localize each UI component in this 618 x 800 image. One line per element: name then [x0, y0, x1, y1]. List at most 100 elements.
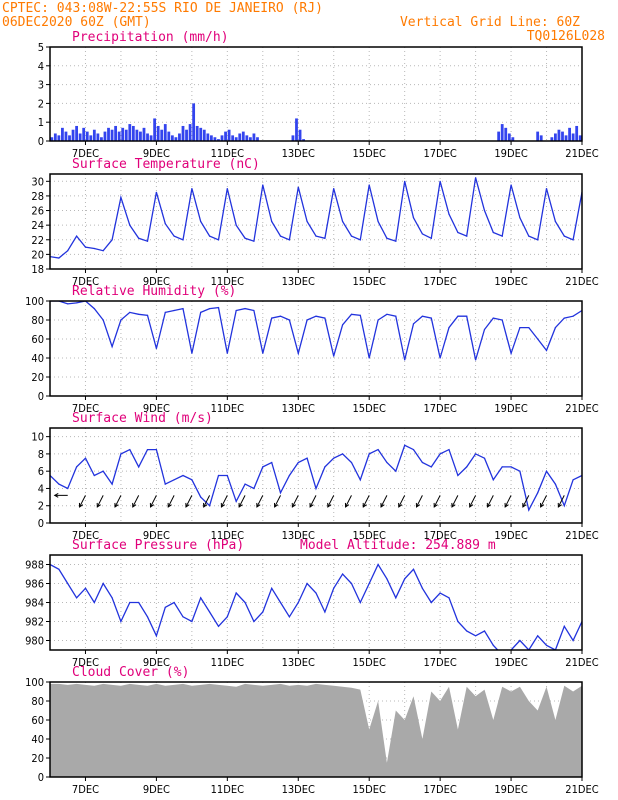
- wind-arrow-head: [203, 502, 208, 508]
- precip-bar: [57, 135, 61, 141]
- precip-xtick-label: 17DEC: [423, 147, 456, 160]
- wind-arrow: [522, 495, 530, 508]
- precip-bar: [139, 131, 142, 141]
- wind-xtick-label: 13DEC: [282, 529, 315, 542]
- precip-bar: [248, 137, 252, 141]
- wind-line: [50, 444, 582, 512]
- pressure-point: [386, 578, 388, 580]
- temp-point: [191, 188, 193, 190]
- wind-point: [102, 470, 104, 472]
- wind-arrow: [557, 495, 565, 508]
- cloud-xtick-label: 9DEC: [143, 783, 170, 796]
- humidity-point: [164, 311, 166, 313]
- humidity-point: [421, 315, 423, 317]
- wind-point: [253, 487, 255, 490]
- pressure-point: [545, 644, 548, 646]
- wind-point: [475, 453, 477, 455]
- humidity-point: [67, 303, 69, 305]
- wind-arrow-head: [309, 502, 314, 508]
- precip-bar: [114, 125, 118, 141]
- precip-bar: [206, 133, 210, 141]
- temp-point: [279, 235, 282, 237]
- temp-point: [138, 237, 140, 239]
- wind-point: [297, 461, 299, 464]
- cloud-xtick-label: 11DEC: [211, 783, 244, 796]
- precip-bar: [149, 135, 153, 141]
- temp-point: [448, 213, 450, 215]
- wind-point: [466, 466, 468, 468]
- wind-point: [545, 470, 548, 472]
- humidity-point: [333, 355, 335, 357]
- precip-bar: [121, 127, 125, 141]
- wind-arrow: [416, 495, 423, 508]
- temp-point: [510, 184, 512, 186]
- precip-bar: [507, 133, 511, 141]
- precip-bar: [89, 135, 93, 141]
- wind-arrow-head: [540, 502, 545, 508]
- cloud-ytick-label: 100: [25, 676, 44, 689]
- wind-ytick-label: 8: [38, 448, 44, 461]
- humidity-title: Relative Humidity (%): [72, 284, 236, 299]
- pressure-ytick-label: 980: [25, 635, 44, 648]
- precip-data: [50, 103, 582, 141]
- cloud-ytick-label: 60: [31, 714, 44, 727]
- precip-bar: [78, 133, 82, 141]
- humidity-point: [448, 327, 450, 329]
- precip-title: Precipitation (mm/h): [72, 30, 229, 45]
- temp-point: [386, 237, 388, 239]
- precip-xtick-label: 11DEC: [211, 147, 244, 160]
- pressure-xtick-label: 17DEC: [423, 656, 456, 669]
- temp-point: [528, 235, 530, 237]
- wind-point: [483, 457, 486, 459]
- wind-point: [554, 483, 557, 485]
- wind-arrow-head: [185, 502, 190, 508]
- wind-ytick-label: 0: [38, 517, 44, 530]
- temp-point: [395, 240, 397, 242]
- humidity-line: [50, 301, 582, 361]
- wind-arrow-head: [149, 502, 155, 508]
- wind-arrow-head: [78, 502, 84, 508]
- pressure-point: [324, 611, 326, 613]
- precip-ytick-label: 0: [38, 135, 44, 148]
- precip-bar: [170, 135, 174, 141]
- wind-arrow: [433, 495, 441, 508]
- temp-data: [50, 177, 582, 259]
- cloud-title: Cloud Cover (%): [72, 665, 189, 680]
- wind-point: [333, 457, 335, 459]
- wind-arrow: [327, 495, 335, 508]
- wind-arrow-head: [167, 502, 172, 508]
- temp-point: [519, 217, 521, 219]
- wind-point: [191, 479, 193, 481]
- humidity-point: [120, 319, 122, 321]
- humidity-xtick-label: 21DEC: [565, 402, 598, 415]
- pressure-point: [333, 587, 335, 589]
- humidity-point: [191, 352, 193, 354]
- humidity-point: [244, 308, 246, 310]
- temp-point: [563, 235, 565, 237]
- pressure-point: [173, 601, 175, 604]
- pressure-point: [244, 601, 246, 604]
- temp-point: [315, 235, 317, 237]
- temp-xtick-label: 15DEC: [353, 275, 386, 288]
- pressure-point: [563, 625, 565, 627]
- wind-arrow: [185, 495, 193, 508]
- wind-arrow: [256, 495, 264, 508]
- wind-arrow: [150, 495, 157, 508]
- precip-xtick-label: 13DEC: [282, 147, 315, 160]
- wind-arrow-head: [504, 502, 509, 508]
- wind-arrow: [132, 495, 140, 508]
- temp-point: [572, 239, 574, 241]
- humidity-point: [492, 317, 494, 319]
- cloud-ytick-label: 80: [31, 695, 44, 708]
- pressure-xtick-label: 15DEC: [353, 656, 386, 669]
- wind-point: [288, 474, 290, 477]
- pressure-point: [404, 578, 406, 580]
- precip-bar: [75, 125, 78, 141]
- temp-point: [226, 188, 228, 190]
- precip-ytick-label: 4: [38, 60, 44, 73]
- wind-arrow: [486, 495, 494, 508]
- temp-point: [324, 237, 326, 239]
- precip-bar: [192, 103, 196, 141]
- pressure-point: [412, 568, 415, 570]
- wind-data: [50, 444, 582, 512]
